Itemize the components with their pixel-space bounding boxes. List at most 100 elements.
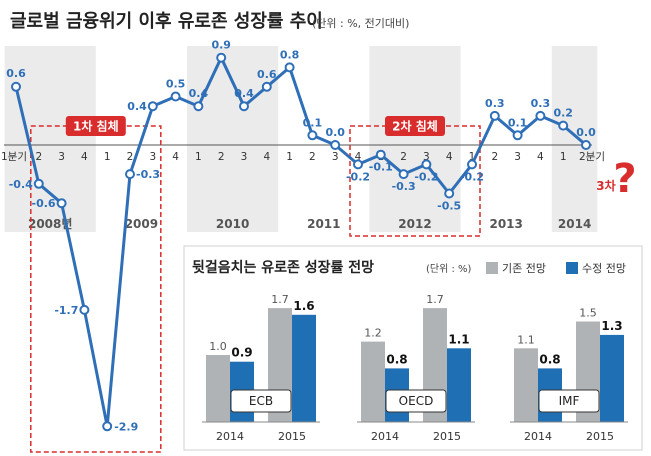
bar-revised — [600, 334, 624, 422]
quarter-tick-label: 4 — [537, 151, 544, 163]
value-label: 0.4 — [234, 87, 254, 100]
data-point — [353, 159, 363, 170]
quarter-tick-label: 4 — [172, 151, 179, 163]
year-labels: 2008년 2009 2010 2011 2012 2013 2014 — [28, 217, 591, 231]
data-point — [125, 169, 135, 180]
data-point — [421, 159, 432, 170]
bar-year-label: 2015 — [586, 430, 614, 443]
data-point — [512, 130, 523, 141]
year-band — [4, 46, 96, 232]
value-label: -0.3 — [136, 168, 160, 181]
bar-prior-label: 1.5 — [579, 307, 597, 320]
quarter-tick-label: 1 — [104, 151, 111, 163]
bar-revised-label: 1.1 — [448, 332, 469, 346]
year-band — [187, 46, 279, 232]
forecast-bar-groups: 1.0 0.9 2014 1.7 1.6 2015 ECB 1.2 0.8 2014 1.7 1.1 2… — [202, 293, 628, 443]
recession-label: 2차 침체 — [392, 119, 438, 134]
quarter-tick-label: 2 — [491, 151, 498, 163]
value-label: 0.5 — [166, 78, 186, 91]
value-label: 0.8 — [280, 48, 300, 61]
bar-prior-label: 1.2 — [364, 327, 382, 340]
org-label: IMF — [559, 394, 580, 408]
year-label: 2013 — [489, 217, 522, 231]
org-label-box — [230, 389, 292, 413]
value-label: -0.6 — [32, 197, 56, 210]
data-point — [398, 169, 409, 180]
recession-boxes: 1차 침체 2차 침체 — [30, 116, 481, 453]
year-bands — [4, 46, 598, 232]
recession-label-bg — [65, 116, 126, 136]
quarter-tick-label: 2 — [400, 151, 407, 163]
quarter-tick-label: 1 — [469, 151, 476, 163]
org-label-box — [385, 389, 447, 413]
value-label: -0.4 — [9, 178, 33, 191]
data-point — [193, 101, 204, 112]
bar-prior-label: 1.1 — [517, 333, 535, 346]
data-point — [11, 81, 21, 92]
bar-prior-label: 1.0 — [209, 340, 227, 353]
recession-label-bg — [385, 116, 445, 136]
quarter-tick-label: 1 — [195, 151, 202, 163]
bar-prior — [361, 341, 385, 422]
growth-value-labels: 0.6-0.4-0.6-1.7-2.9-0.30.40.50.40.90.40.… — [6, 39, 596, 434]
quarter-tick-label: 3 — [332, 151, 339, 163]
growth-markers — [11, 52, 591, 432]
inset-unit: (단위 : %) — [426, 262, 472, 275]
data-point — [147, 101, 158, 112]
bar-year-label: 2014 — [524, 430, 552, 443]
growth-series-line — [14, 56, 587, 428]
quarter-tick-label: 3 — [423, 151, 430, 163]
data-point — [307, 130, 318, 141]
forecast-inset: 뒷걸음치는 유로존 성장률 전망 (단위 : %) 기존 전망 수정 전망 1.… — [183, 245, 643, 451]
data-point — [79, 304, 90, 315]
year-label: 2008년 — [28, 217, 72, 231]
bar-group-imf: 1.1 0.8 2014 1.5 1.3 2015 IMF — [510, 307, 628, 443]
value-label: 0.6 — [257, 68, 277, 81]
quarter-tick-label: 2분기 — [579, 151, 605, 163]
quarter-tick-label: 3 — [514, 151, 521, 163]
bar-year-label: 2015 — [278, 430, 306, 443]
value-label: 0.1 — [508, 116, 528, 129]
data-point — [33, 178, 44, 189]
recession-label: 1차 침체 — [73, 119, 119, 134]
value-label: -0.2 — [460, 170, 484, 183]
value-label: -1.7 — [54, 304, 78, 317]
year-label: 2011 — [307, 217, 340, 231]
chart-title: 글로벌 금융위기 이후 유로존 성장률 추이 — [10, 11, 323, 32]
value-label: -2.9 — [114, 420, 138, 433]
third-dip-label: 3차 — [596, 178, 615, 193]
bar-group-ecb: 1.0 0.9 2014 1.7 1.6 2015 ECB — [202, 293, 320, 443]
value-label: -0.3 — [392, 180, 416, 193]
value-label: 0.9 — [211, 39, 231, 52]
value-label: 0.6 — [6, 67, 26, 80]
data-point — [330, 140, 341, 150]
bar-revised-label: 0.9 — [231, 346, 252, 360]
quarter-tick-label: 3 — [241, 151, 248, 163]
bar-year-label: 2014 — [216, 430, 244, 443]
bar-prior — [206, 355, 230, 422]
quarter-tick-label: 3 — [149, 151, 156, 163]
year-band — [369, 46, 461, 232]
data-point — [239, 101, 249, 112]
quarter-tick-label: 4 — [81, 151, 88, 163]
data-point — [170, 91, 181, 102]
value-label: 0.0 — [325, 126, 345, 139]
unit-note: (단위 : %, 전기대비) — [312, 17, 409, 30]
year-label: 2009 — [125, 217, 158, 231]
value-label: 0.0 — [576, 126, 596, 139]
year-label: 2014 — [558, 217, 591, 231]
legend-label-revised: 수정 전망 — [582, 262, 626, 275]
data-point — [102, 421, 113, 432]
bar-revised-label: 1.6 — [293, 299, 314, 313]
value-label: 0.3 — [531, 97, 551, 110]
data-point — [284, 62, 295, 73]
value-label: 0.4 — [127, 100, 147, 113]
bar-year-label: 2015 — [433, 430, 461, 443]
data-point — [375, 149, 386, 160]
data-point — [467, 159, 477, 170]
org-label: ECB — [249, 394, 273, 408]
data-point — [444, 188, 455, 199]
bar-revised — [447, 348, 471, 422]
